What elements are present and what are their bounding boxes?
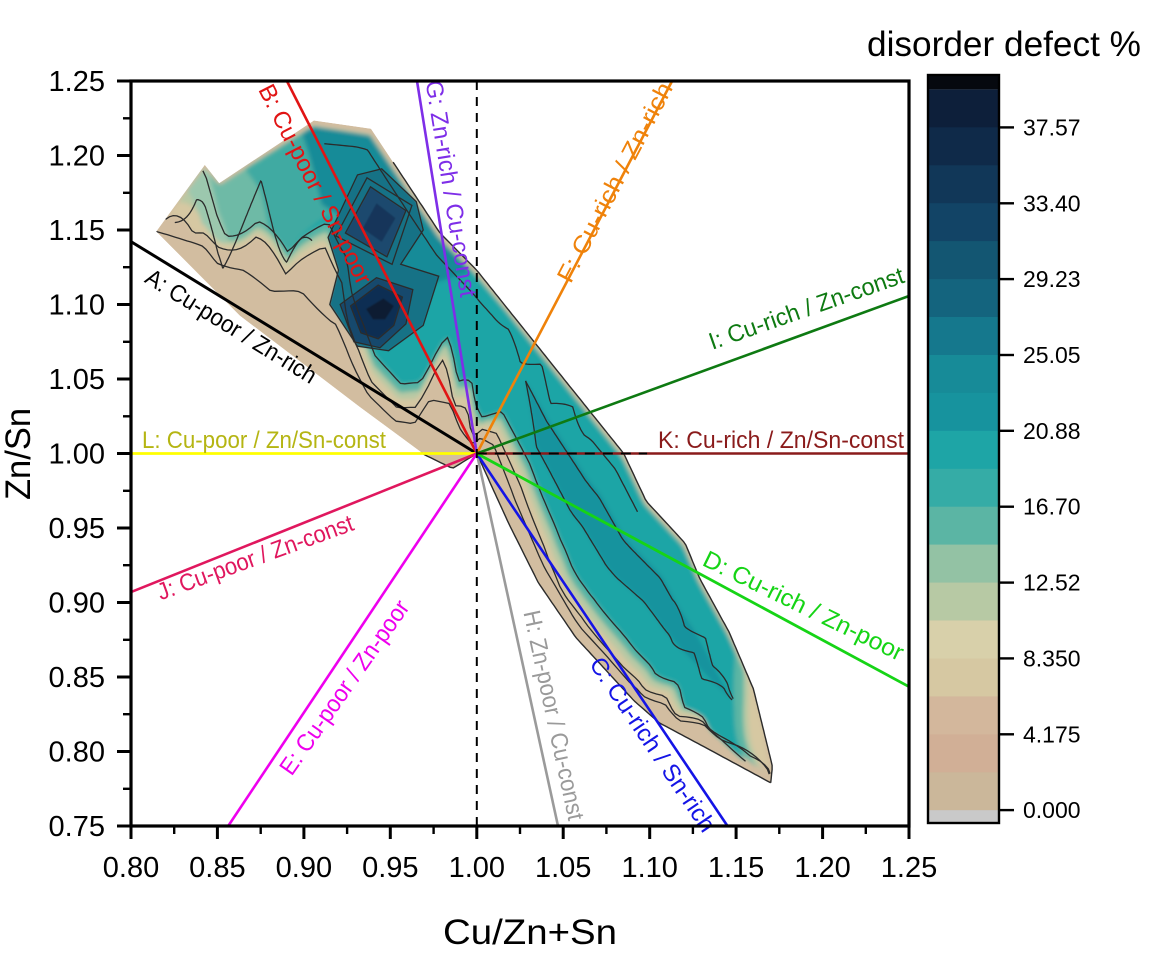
svg-text:16.70: 16.70 xyxy=(1023,494,1081,520)
svg-text:0.000: 0.000 xyxy=(1023,797,1081,823)
svg-text:33.40: 33.40 xyxy=(1023,190,1081,216)
svg-text:1.00: 1.00 xyxy=(49,439,105,471)
svg-text:K: Cu-rich / Zn/Sn-const: K: Cu-rich / Zn/Sn-const xyxy=(658,427,904,454)
svg-text:L: Cu-poor / Zn/Sn-const: L: Cu-poor / Zn/Sn-const xyxy=(142,427,386,454)
svg-text:0.75: 0.75 xyxy=(49,811,105,843)
svg-text:20.88: 20.88 xyxy=(1023,418,1081,444)
svg-text:4.175: 4.175 xyxy=(1023,721,1081,747)
svg-text:12.52: 12.52 xyxy=(1023,570,1081,596)
svg-text:1.10: 1.10 xyxy=(621,852,677,884)
svg-text:1.15: 1.15 xyxy=(49,215,105,247)
svg-text:disorder defect %: disorder defect % xyxy=(867,25,1141,64)
svg-text:Cu/Zn+Sn: Cu/Zn+Sn xyxy=(443,913,617,952)
svg-text:1.15: 1.15 xyxy=(708,852,764,884)
svg-text:1.20: 1.20 xyxy=(794,852,850,884)
svg-text:1.25: 1.25 xyxy=(49,66,105,98)
svg-text:1.25: 1.25 xyxy=(881,852,937,884)
svg-text:0.85: 0.85 xyxy=(189,852,245,884)
svg-text:0.95: 0.95 xyxy=(49,513,105,545)
svg-text:29.23: 29.23 xyxy=(1023,266,1081,292)
svg-text:0.90: 0.90 xyxy=(276,852,332,884)
svg-text:0.90: 0.90 xyxy=(49,588,105,620)
svg-text:1.05: 1.05 xyxy=(535,852,591,884)
svg-text:0.85: 0.85 xyxy=(49,662,105,694)
svg-text:1.10: 1.10 xyxy=(49,290,105,322)
svg-text:Zn/Sn: Zn/Sn xyxy=(0,408,38,500)
svg-text:25.05: 25.05 xyxy=(1023,342,1081,368)
svg-text:8.350: 8.350 xyxy=(1023,645,1081,671)
svg-text:0.80: 0.80 xyxy=(49,737,105,769)
svg-text:37.57: 37.57 xyxy=(1023,114,1081,140)
svg-text:0.80: 0.80 xyxy=(103,852,159,884)
svg-text:1.00: 1.00 xyxy=(449,852,505,884)
svg-text:1.20: 1.20 xyxy=(49,141,105,173)
svg-text:1.05: 1.05 xyxy=(49,364,105,396)
svg-text:0.95: 0.95 xyxy=(362,852,418,884)
